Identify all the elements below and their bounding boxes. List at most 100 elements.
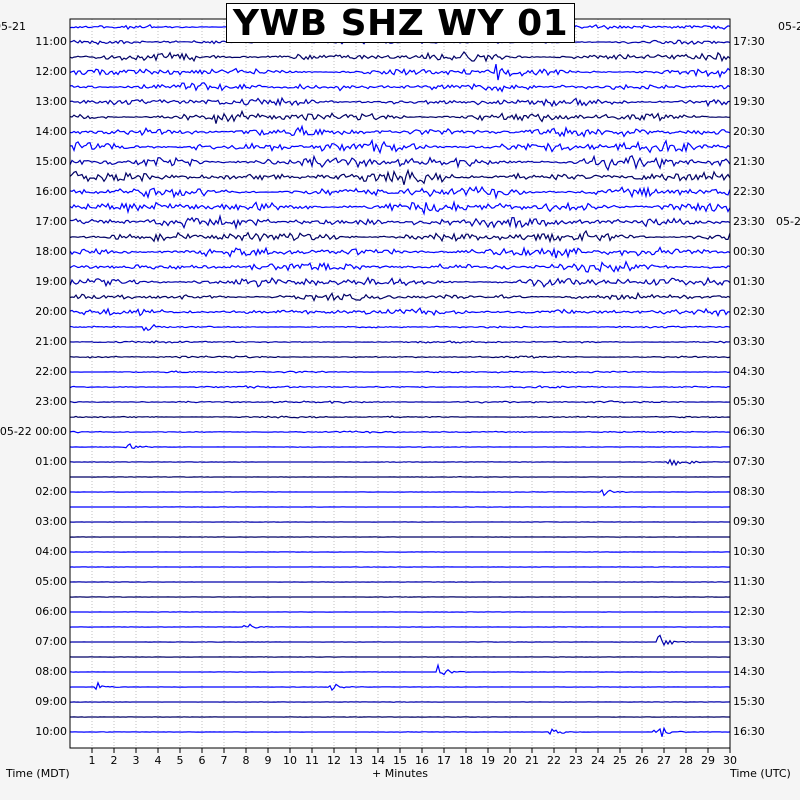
trace-line [69, 370, 731, 374]
right-time-axis: 17:30 18:30 19:30 20:30 21:30 22:30 23:30 00:30… [733, 20, 800, 738]
right-time-label: 16:30 [733, 725, 765, 738]
trace-line [69, 634, 731, 647]
x-tick-label: 5 [177, 754, 184, 767]
x-tick-label: 29 [701, 754, 715, 767]
x-axis-title: + Minutes [372, 767, 428, 780]
right-time-label: 18:30 [733, 65, 765, 78]
left-time-label: 22:00 [35, 365, 67, 378]
trace-line [69, 124, 731, 138]
left-time-label: 18:00 [35, 245, 67, 258]
right-time-label: 23:30 [733, 215, 765, 228]
trace-line [69, 355, 731, 359]
left-time-label: 21:00 [35, 335, 67, 348]
x-tick-label: 20 [503, 754, 517, 767]
trace-line [69, 260, 731, 273]
left-time-label: 09:00 [35, 695, 67, 708]
left-date-label: 05-22 00:00 [0, 425, 67, 438]
trace-line [70, 581, 730, 583]
right-time-label: 08:30 [733, 485, 765, 498]
left-time-label: 08:00 [35, 665, 67, 678]
x-tick-label: 10 [283, 754, 297, 767]
right-time-label: 13:30 [733, 635, 765, 648]
x-tick-label: 7 [221, 754, 228, 767]
right-time-label: 00:30 [733, 245, 765, 258]
x-tick-label: 13 [349, 754, 363, 767]
right-time-label: 03:30 [733, 335, 765, 348]
trace-line [69, 623, 731, 629]
x-tick-label: 2 [111, 754, 118, 767]
left-time-label: 11:00 [35, 35, 67, 48]
x-tick-label: 9 [265, 754, 272, 767]
x-tick-label: 25 [613, 754, 627, 767]
x-tick-label: 14 [371, 754, 385, 767]
trace-line [69, 199, 731, 216]
x-tick-label: 23 [569, 754, 583, 767]
left-time-label: 17:00 [35, 215, 67, 228]
right-time-label: 05:30 [733, 395, 765, 408]
right-time-label: 07:30 [733, 455, 765, 468]
left-time-label: 10:00 [35, 725, 67, 738]
right-time-label: 15:30 [733, 695, 765, 708]
trace-line [69, 213, 731, 231]
left-time-label: 03:00 [35, 515, 67, 528]
right-date-label: 05-22 [776, 215, 800, 228]
right-time-label: 22:30 [733, 185, 765, 198]
x-tick-label: 15 [393, 754, 407, 767]
trace-line [69, 168, 731, 185]
x-tick-label: 22 [547, 754, 561, 767]
trace-line [69, 96, 731, 108]
trace-line [69, 138, 731, 155]
x-tick-label: 17 [437, 754, 451, 767]
right-time-label: 01:30 [733, 275, 765, 288]
trace-line [69, 443, 731, 450]
trace-line [70, 475, 730, 478]
left-time-label: 06:00 [35, 605, 67, 618]
x-tick-label: 28 [679, 754, 693, 767]
right-time-label: 02:30 [733, 305, 765, 318]
trace-line [69, 109, 731, 124]
x-tick-label: 12 [327, 754, 341, 767]
left-axis-title: Time (MDT) [5, 767, 70, 780]
x-tick-label: 18 [459, 754, 473, 767]
trace-line [69, 385, 731, 389]
left-time-axis: 11:00 12:00 13:00 14:00 15:00 16:00 17:00 18:00… [0, 20, 67, 738]
left-time-label: 20:00 [35, 305, 67, 318]
trace-line [69, 51, 731, 63]
left-time-label: 15:00 [35, 155, 67, 168]
right-time-label: 14:30 [733, 665, 765, 678]
right-time-label: 12:30 [733, 605, 765, 618]
right-time-label: 19:30 [733, 95, 765, 108]
trace-line [69, 340, 731, 344]
trace-line [69, 246, 731, 259]
x-axis: 1 2 3 4 5 6 7 8 9 10 11 12 13 14 15 16 17 18 19 20 21 22 23 24 2… [89, 748, 737, 767]
left-time-label: 04:00 [35, 545, 67, 558]
trace-line [69, 323, 731, 332]
trace-line [69, 307, 731, 318]
right-time-label: 17:30 [733, 35, 765, 48]
trace-line [69, 154, 731, 172]
trace-line [69, 229, 731, 244]
trace-line [70, 415, 731, 419]
trace-line [69, 63, 731, 81]
trace-line [69, 656, 731, 658]
x-tick-label: 24 [591, 754, 605, 767]
left-time-label: 23:00 [35, 395, 67, 408]
left-time-label: 14:00 [35, 125, 67, 138]
trace-line [70, 489, 731, 497]
right-date-label: 05-21 [778, 20, 800, 33]
trace-line [69, 276, 731, 288]
right-time-label: 20:30 [733, 125, 765, 138]
right-time-label: 09:30 [733, 515, 765, 528]
trace-line [69, 681, 731, 692]
trace-line [69, 662, 730, 676]
trace-line [69, 185, 731, 200]
trace-line [69, 400, 731, 405]
x-tick-label: 30 [723, 754, 737, 767]
x-tick-label: 26 [635, 754, 649, 767]
right-time-label: 04:30 [733, 365, 765, 378]
right-time-label: 11:30 [733, 575, 765, 588]
trace-line [69, 291, 731, 303]
x-tick-label: 4 [155, 754, 162, 767]
chart-title: YWB SHZ WY 01 [226, 3, 575, 44]
